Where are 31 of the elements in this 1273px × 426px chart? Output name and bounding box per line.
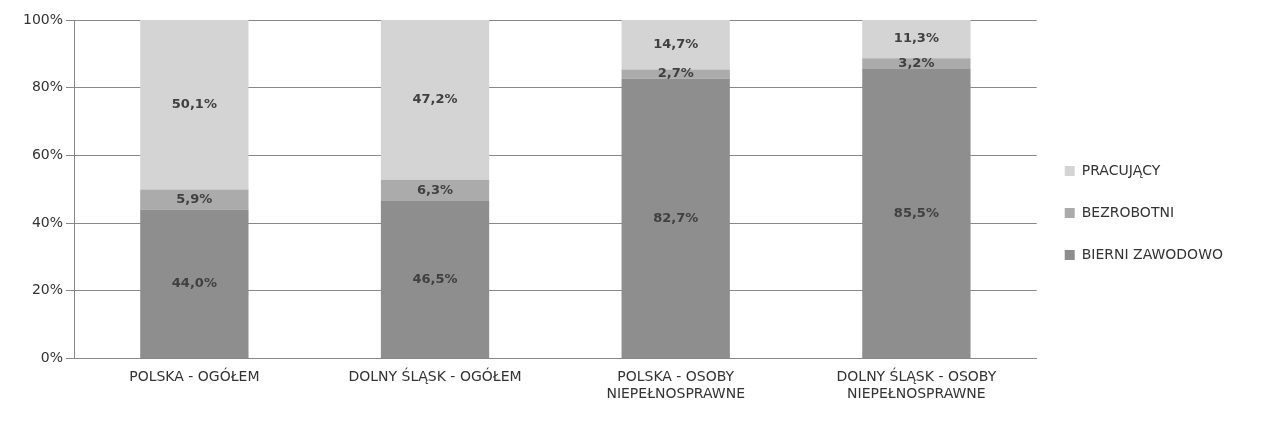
data-label: 44,0%: [171, 275, 217, 291]
data-label: 5,9%: [176, 190, 213, 206]
data-label: 50,1%: [171, 96, 217, 112]
data-label: 82,7%: [653, 209, 699, 225]
y-tick-label: 40%: [31, 213, 64, 230]
x-tick-label: DOLNY ŚLĄSK - OGÓŁEM: [348, 367, 522, 385]
data-label: 3,2%: [898, 55, 935, 71]
data-label: 14,7%: [653, 35, 699, 51]
y-tick-label: 20%: [31, 281, 64, 298]
x-tick-label: POLSKA - OSOBY NIEPEŁNOSPRAWNE: [606, 368, 745, 402]
bar: [621, 69, 730, 79]
bar: [140, 189, 249, 210]
data-label: 85,5%: [893, 204, 939, 220]
y-tick-label: 80%: [31, 78, 64, 95]
data-label: 46,5%: [412, 270, 458, 286]
y-tick-label: 0%: [40, 349, 64, 366]
bar: [621, 20, 730, 70]
y-tick-label: 100%: [22, 10, 64, 27]
x-tick-label: DOLNY ŚLĄSK - OSOBY NIEPEŁNOSPRAWNE: [836, 367, 997, 402]
data-label: 6,3%: [417, 181, 454, 197]
bar: [380, 20, 490, 180]
data-label: 2,7%: [657, 65, 694, 81]
legend-label: BIERNI ZAWODOWO: [1081, 245, 1224, 262]
data-label: 11,3%: [893, 30, 939, 46]
legend-label: BEZROBOTNI: [1081, 203, 1175, 220]
bar: [862, 20, 971, 59]
x-tick-label: POLSKA - OGÓŁEM: [129, 367, 260, 385]
data-label: 47,2%: [412, 91, 458, 107]
bar: [140, 20, 249, 190]
legend-label: PRACUJĄCY: [1081, 161, 1161, 178]
y-tick-label: 60%: [31, 146, 64, 162]
